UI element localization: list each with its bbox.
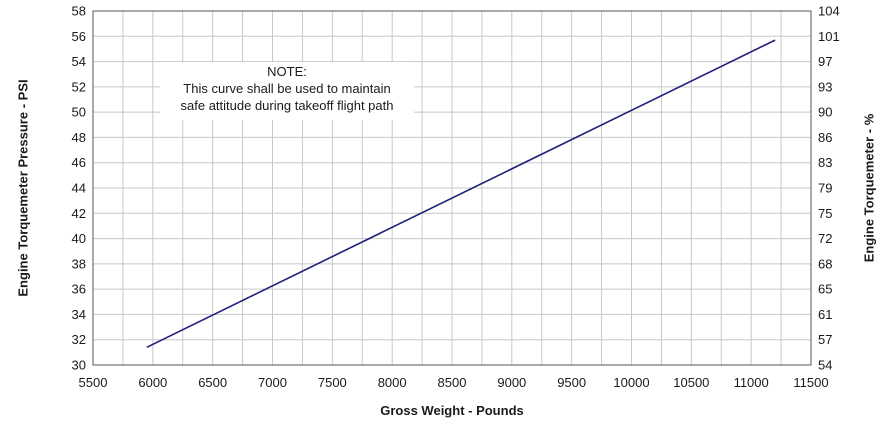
y-tick-label: 56	[72, 29, 86, 44]
y2-tick-label: 72	[818, 231, 832, 246]
y2-tick-label: 101	[818, 29, 840, 44]
y2-tick-label: 68	[818, 256, 832, 271]
x-tick-label: 6500	[198, 375, 227, 390]
y-tick-label: 42	[72, 206, 86, 221]
x-tick-label: 9500	[557, 375, 586, 390]
y2-tick-label: 90	[818, 105, 832, 120]
x-tick-labels: 5500 6000 6500 7000 7500 8000 8500 9000 9500 1000…	[79, 375, 829, 390]
x-tick-label: 8000	[378, 375, 407, 390]
y-tick-label: 38	[72, 256, 86, 271]
x-tick-label: 7000	[258, 375, 287, 390]
y-tick-label: 36	[72, 282, 86, 297]
plot-frame	[92, 10, 812, 366]
y2-tick-label: 86	[818, 130, 832, 145]
x-tick-label: 11000	[734, 375, 769, 390]
y2-axis-title: Engine Torquemeter - %	[862, 113, 877, 262]
y2-tick-label: 79	[818, 181, 832, 196]
y-tick-labels: 30 32 34 36 38 40 42 44 46 48 50 52 54 56 58	[72, 4, 86, 373]
note-line-2: safe attitude during takeoff flight path	[181, 98, 394, 113]
y2-tick-label: 104	[818, 4, 840, 19]
y2-tick-label: 65	[818, 282, 832, 297]
series-layer	[146, 39, 776, 349]
y-tick-label: 54	[72, 54, 86, 69]
y2-tick-label: 75	[818, 206, 832, 221]
y-tick-label: 30	[72, 358, 86, 373]
y-tick-label: 44	[72, 181, 86, 196]
x-axis-title: Gross Weight - Pounds	[380, 403, 524, 418]
note-box	[160, 62, 414, 120]
y-tick-label: 52	[72, 79, 86, 94]
note-line-1: This curve shall be used to maintain	[183, 81, 390, 96]
y2-tick-label: 54	[818, 358, 832, 373]
y-tick-label: 34	[72, 307, 86, 322]
y-tick-label: 32	[72, 332, 86, 347]
x-tick-label: 7500	[318, 375, 347, 390]
x-tick-label: 6000	[138, 375, 167, 390]
x-tick-label: 10000	[613, 375, 649, 390]
note-title: NOTE:	[267, 64, 307, 79]
y2-tick-label: 93	[818, 79, 832, 94]
y-tick-label: 50	[72, 105, 86, 120]
y2-tick-label: 97	[818, 54, 832, 69]
y2-tick-label: 61	[818, 307, 832, 322]
x-tick-label: 9000	[497, 375, 526, 390]
y-tick-label: 48	[72, 130, 86, 145]
series-line	[146, 39, 776, 349]
y-tick-label: 58	[72, 4, 86, 19]
x-tick-label: 8500	[438, 375, 467, 390]
y2-tick-labels: 54 57 61 65 68 72 75 79 83 86 90 93 97 101 104	[818, 4, 840, 373]
x-tick-label: 5500	[79, 375, 108, 390]
y-axis-title: Engine Torquemeter Pressure - PSI	[16, 79, 31, 296]
y-tick-label: 46	[72, 155, 86, 170]
y2-tick-label: 83	[818, 155, 832, 170]
x-tick-label: 10500	[673, 375, 709, 390]
y-tick-label: 40	[72, 231, 86, 246]
y2-tick-label: 57	[818, 332, 832, 347]
x-tick-label: 11500	[793, 375, 828, 390]
